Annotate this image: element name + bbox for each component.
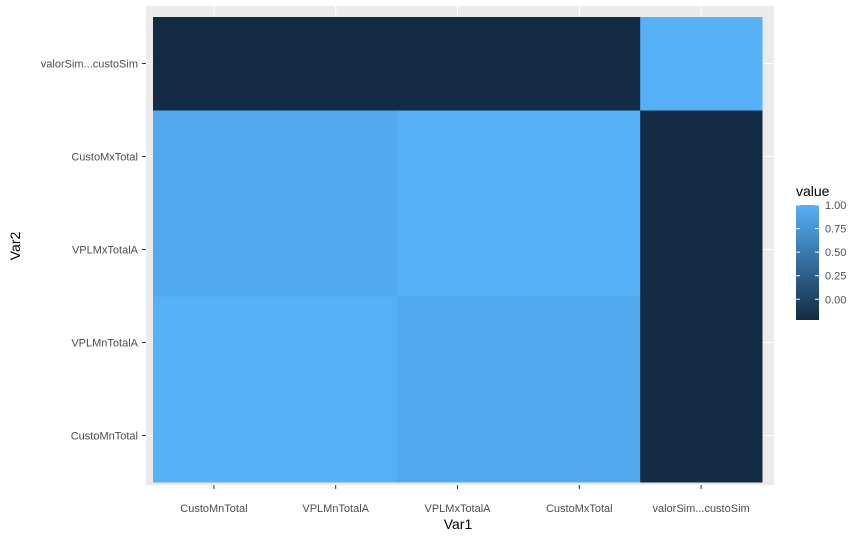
heatmap-tile (518, 203, 641, 297)
x-tick-label: VPLMnTotalA (302, 503, 369, 515)
heatmap-tile (153, 17, 276, 111)
heatmap-tile (396, 389, 519, 483)
legend-colorbar (796, 205, 819, 320)
y-tick-label: valorSim...custoSim (41, 59, 138, 71)
heatmap-tile (274, 296, 398, 390)
heatmap-tile (640, 203, 763, 297)
heatmap-tile (274, 389, 398, 483)
heatmap-tile (518, 17, 641, 111)
heatmap-tile (274, 17, 398, 111)
x-tick-label: VPLMxTotalA (424, 503, 491, 515)
legend-tick-label: 0.50 (825, 247, 846, 259)
heatmap-tile (640, 296, 763, 390)
legend-tick-label: 1.00 (825, 200, 846, 212)
heatmap-tile (274, 203, 398, 297)
legend-tick-label: 0.25 (825, 271, 846, 283)
heatmap-tile (396, 17, 519, 111)
legend-tick-label: 0.00 (825, 294, 846, 306)
x-axis-title: Var1 (444, 516, 473, 532)
heatmap-tile (153, 110, 276, 204)
heatmap-tile (153, 296, 276, 390)
heatmap-tile (274, 110, 398, 204)
y-tick-label: CustoMnTotal (71, 431, 138, 443)
heatmap-tile (640, 110, 763, 204)
y-tick-label: CustoMxTotal (71, 152, 138, 164)
y-axis-title: Var2 (7, 232, 23, 261)
heatmap-tile (518, 296, 641, 390)
y-axis: CustoMnTotal VPLMnTotalA VPLMxTotalA CustoM… (41, 59, 146, 443)
x-tick-label: CustoMxTotal (546, 503, 613, 515)
heatmap-tile (396, 296, 519, 390)
heatmap-tile (640, 389, 763, 483)
heatmap-tile (153, 203, 276, 297)
legend: value 1.00 0.75 0.50 0.25 0.00 (796, 183, 846, 320)
y-tick-label: VPLMnTotalA (71, 338, 138, 350)
heatmap-tile (518, 389, 641, 483)
heatmap-tile (396, 110, 519, 204)
heatmap-tiles (153, 17, 763, 483)
x-axis: CustoMnTotal VPLMnTotalA VPLMxTotalA CustoM… (180, 485, 750, 515)
legend-title: value (796, 183, 830, 199)
heatmap-tile (396, 203, 519, 297)
heatmap-tile (153, 389, 276, 483)
y-tick-label: VPLMxTotalA (72, 245, 139, 257)
heatmap-tile (518, 110, 641, 204)
x-tick-label: CustoMnTotal (180, 503, 247, 515)
x-tick-label: valorSim...custoSim (652, 503, 749, 515)
legend-tick-label: 0.75 (825, 224, 846, 236)
legend-ticks: 1.00 0.75 0.50 0.25 0.00 (796, 200, 846, 306)
heatmap-tile (640, 17, 763, 111)
